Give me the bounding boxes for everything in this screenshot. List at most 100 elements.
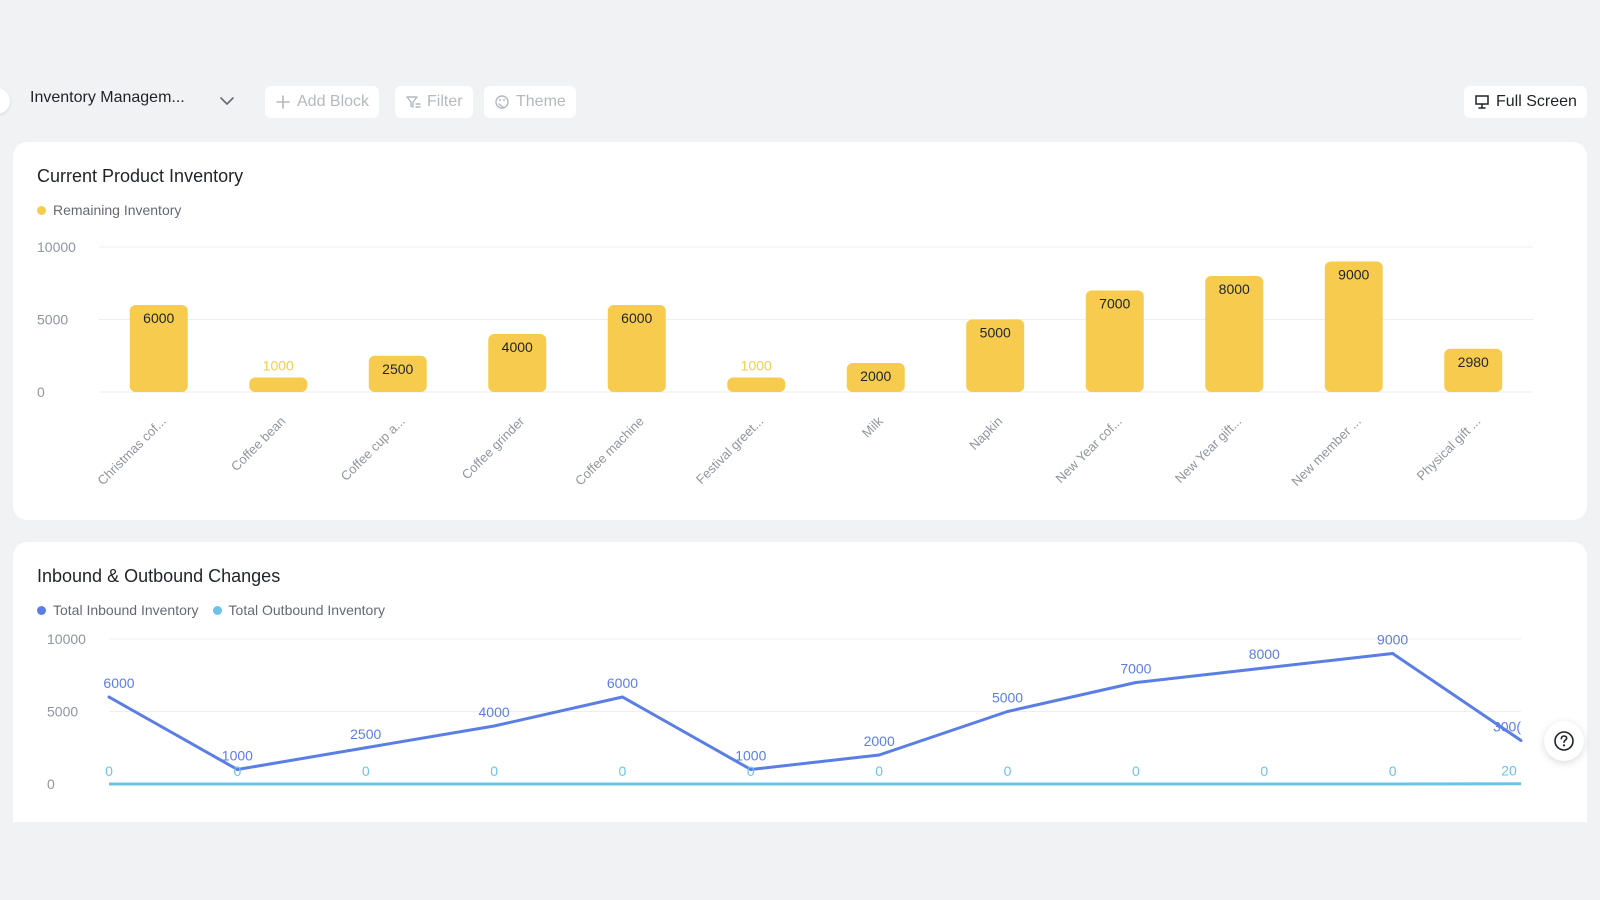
help-button[interactable] [1544,721,1584,761]
x-tick-label: Physical gift ... [1414,414,1484,484]
data-point [1391,652,1395,655]
add-block-button[interactable]: Add Block [265,86,380,118]
bar [1444,348,1503,392]
legend-item-inbound[interactable]: Total Inbound Inventory [37,602,199,618]
x-tick-label: Festival greet... [693,414,766,487]
full-screen-button[interactable]: Full Screen [1464,86,1587,118]
full-screen-label: Full Screen [1496,93,1577,110]
data-point [364,746,368,750]
data-label: 6000 [143,310,174,326]
theme-label: Theme [516,93,566,110]
inbound-data-label: 8000 [1249,646,1280,662]
outbound-data-label: 0 [490,763,498,779]
data-label: 5000 [980,325,1011,341]
bar [1205,276,1264,392]
inbound-data-label: 9000 [1377,632,1408,648]
outbound-data-label: 0 [747,763,755,779]
sidebar-toggle-handle[interactable] [0,88,10,114]
series-line-inbound [108,652,1522,771]
x-tick-label: Coffee grinder [459,413,528,482]
legend-dot [37,205,46,215]
inbound-data-label: 4000 [479,704,510,720]
legend-dot [212,605,222,615]
inbound-outbound-chart-card: Inbound & Outbound Changes Total Inbound… [13,542,1587,832]
bar [368,355,427,392]
y-tick-label: 10000 [37,239,76,255]
bar [488,334,547,392]
dashboard-toolbar: Inventory Managem... Add Block Filter Th… [0,74,1600,130]
outbound-data-label: 0 [233,763,241,779]
data-point [620,695,624,699]
outbound-data-label: 0 [1004,763,1012,779]
legend-label: Remaining Inventory [53,202,182,218]
legend-item-remaining[interactable]: Remaining Inventory [37,202,181,218]
inbound-data-label: 1000 [222,748,253,764]
bar [607,305,666,392]
x-tick-label: New Year cof... [1052,414,1124,486]
bar [1324,261,1383,392]
data-point [1262,666,1266,670]
y-tick-label: 0 [47,776,55,792]
data-point [1134,681,1138,684]
data-label: 2500 [382,361,413,377]
page-background [0,822,1600,900]
chevron-down-icon[interactable] [218,92,236,110]
outbound-data-label: 0 [1389,763,1397,779]
inbound-data-label: 6000 [103,675,134,691]
add-block-label: Add Block [297,93,370,110]
inbound-data-label: 2500 [350,726,381,742]
outbound-data-label: 0 [1132,763,1140,779]
data-label: 7000 [1099,296,1130,312]
inventory-chart-card: Current Product Inventory Remaining Inve… [13,142,1587,520]
dashboard-title[interactable]: Inventory Managem... [30,89,185,106]
x-tick-label: Coffee cup a... [338,414,408,484]
y-tick-label: 10000 [47,631,86,647]
chart-legend: Remaining Inventory [37,202,181,218]
question-icon [1554,731,1574,751]
palette-icon [495,95,509,109]
filter-button[interactable]: Filter [395,86,473,118]
outbound-data-label: 0 [619,763,627,779]
inbound-data-label: 300( [1493,719,1521,735]
x-tick-label: New Year gift... [1172,414,1244,486]
line-chart: 1000050000600010002500400060001000200050… [47,631,1523,792]
data-label: 2980 [1458,354,1489,370]
legend-label: Total Outbound Inventory [228,602,385,618]
outbound-data-label: 0 [362,763,370,779]
bar [846,363,905,392]
x-tick-label: Milk [859,413,886,440]
legend-item-outbound[interactable]: Total Outbound Inventory [212,602,385,618]
data-label: 6000 [621,310,652,326]
data-label: 8000 [1219,281,1250,297]
theme-button[interactable]: Theme [484,86,576,118]
x-tick-label: Christmas cof... [94,414,168,488]
inbound-data-label: 6000 [607,675,638,691]
x-tick-label: New member ... [1288,414,1363,489]
y-tick-label: 0 [37,384,45,400]
bar-chart: 10000 5000 0 6000 Christmas cof... 1000 Coffee… [37,239,1533,489]
inbound-data-label: 2000 [864,733,895,749]
outbound-data-label: 20 [1501,763,1517,779]
chart-title: Inbound & Outbound Changes [37,566,281,586]
data-point [1006,710,1010,713]
plus-icon [276,95,290,109]
data-label: 1000 [741,358,772,374]
data-point [235,768,239,771]
data-label: 4000 [502,339,533,355]
bar [249,377,308,392]
inbound-data-label: 7000 [1120,661,1151,677]
data-point [492,724,496,728]
x-tick-label: Napkin [966,414,1005,453]
data-point [107,695,111,699]
filter-icon [406,96,421,108]
x-tick-label: Coffee machine [572,414,647,489]
chart-title: Current Product Inventory [37,166,244,186]
inbound-data-label: 1000 [735,748,766,764]
data-point [749,768,753,771]
chart-legend: Total Inbound Inventory Total Outbound I… [37,602,385,618]
y-tick-label: 5000 [37,312,68,328]
inbound-data-label: 5000 [992,690,1023,706]
outbound-data-label: 0 [875,763,883,779]
x-tick-label: Coffee bean [228,414,289,475]
legend-label: Total Inbound Inventory [53,602,199,618]
